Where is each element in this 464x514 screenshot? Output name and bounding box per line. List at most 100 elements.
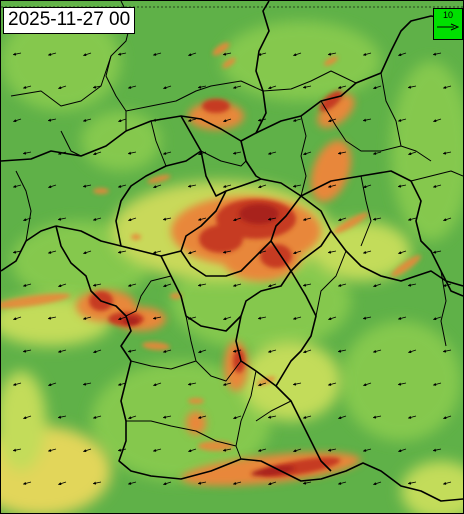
wind-arrow <box>337 283 347 287</box>
wind-arrow <box>397 382 407 386</box>
wind-arrow <box>127 481 137 485</box>
wind-arrow <box>257 118 267 122</box>
wind-arrow <box>407 85 417 89</box>
wind-arrow <box>292 184 302 188</box>
wind-arrow <box>432 382 442 386</box>
wind-arrow <box>222 184 232 188</box>
wind-arrow <box>442 151 452 155</box>
wind-arrow <box>117 52 127 56</box>
wind-arrow <box>337 481 347 485</box>
wind-arrow <box>57 415 67 419</box>
wind-arrow <box>92 85 102 89</box>
wind-arrow <box>197 283 207 287</box>
wind-arrow <box>268 283 277 288</box>
wind-arrow <box>82 316 92 320</box>
wind-arrow <box>327 382 337 386</box>
wind-arrow <box>128 217 137 222</box>
wind-arrow <box>163 481 172 486</box>
wind-arrow <box>268 85 277 90</box>
wind-arrow <box>337 349 347 353</box>
wind-arrow <box>408 151 417 156</box>
wind-arrow <box>47 448 57 452</box>
wind-arrow <box>222 250 232 254</box>
wind-arrow <box>82 184 92 188</box>
wind-arrow <box>362 118 372 122</box>
wind-arrow <box>117 382 127 386</box>
wind-arrow <box>117 184 127 188</box>
wind-arrow <box>58 85 67 90</box>
wind-arrow <box>162 349 172 353</box>
wind-arrow <box>293 52 302 57</box>
wind-arrow <box>58 283 67 288</box>
wind-arrow <box>257 448 267 452</box>
wind-arrow <box>222 52 232 56</box>
wind-arrow <box>197 481 207 485</box>
wind-arrow <box>22 151 32 155</box>
wind-arrow <box>328 316 337 321</box>
gust-streaks <box>1 42 421 451</box>
wind-arrow <box>117 250 127 254</box>
right-arrow-icon <box>437 23 459 31</box>
wind-arrow <box>302 481 312 485</box>
wind-arrow <box>47 250 57 254</box>
timestamp-label: 2025-11-27 00 <box>3 7 136 34</box>
wind-arrow <box>432 250 442 254</box>
wind-arrow <box>22 85 32 89</box>
wind-arrow <box>127 349 137 353</box>
legend-speed-label: 10 <box>442 10 453 20</box>
wind-arrow <box>257 250 267 254</box>
wind-arrow <box>232 481 242 485</box>
wind-arrow <box>303 349 312 354</box>
wind-arrow <box>47 118 57 122</box>
wind-arrow <box>188 250 197 255</box>
wind-arrow <box>188 448 197 453</box>
wind-arrow <box>407 481 417 485</box>
wind-arrow <box>327 448 337 452</box>
wind-arrow <box>187 316 197 320</box>
wind-arrow <box>362 316 372 320</box>
wind-arrow <box>267 151 277 155</box>
wind-arrow <box>338 415 347 420</box>
wind-arrow <box>197 415 207 419</box>
wind-arrow <box>293 448 302 453</box>
wind-arrow <box>188 52 197 57</box>
wind-arrow <box>22 481 32 485</box>
wind-arrow <box>163 85 172 90</box>
wind-arrow <box>338 217 347 222</box>
wind-arrow <box>47 52 57 56</box>
wind-arrow <box>128 415 137 420</box>
wind-arrow <box>373 283 382 288</box>
wind-arrow <box>443 217 452 222</box>
wind-arrow <box>12 184 22 188</box>
wind-arrow <box>372 151 382 155</box>
wind-arrow <box>117 448 127 452</box>
wind-arrow <box>398 52 407 57</box>
wind-arrow <box>222 448 232 452</box>
wind-arrow <box>22 349 32 353</box>
wind-arrow <box>92 217 102 221</box>
wind-arrow <box>12 250 22 254</box>
wind-arrow <box>58 481 67 486</box>
wind-arrow <box>407 415 417 419</box>
wind-arrow <box>397 316 407 320</box>
wind-arrow <box>328 118 337 123</box>
wind-arrow <box>443 415 452 420</box>
wind-arrow <box>232 85 242 89</box>
wind-arrow <box>432 52 442 56</box>
wind-arrow <box>47 316 57 320</box>
wind-arrow <box>397 184 407 188</box>
wind-arrow <box>48 184 57 189</box>
wind-arrow <box>442 349 452 353</box>
wind-arrow <box>162 151 172 155</box>
wind-arrow <box>302 415 312 419</box>
wind-arrow <box>93 349 102 354</box>
wind-arrow <box>292 382 302 386</box>
wind-arrow <box>337 85 347 89</box>
wind-arrow <box>187 184 197 188</box>
wind-arrow <box>433 118 442 123</box>
wind-arrow <box>362 52 372 56</box>
wind-arrow <box>197 85 207 89</box>
wind-arrow <box>432 448 442 452</box>
wind-arrow <box>442 481 452 485</box>
